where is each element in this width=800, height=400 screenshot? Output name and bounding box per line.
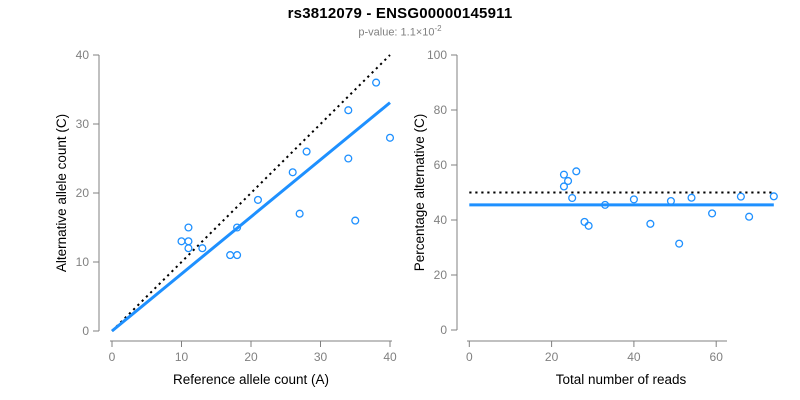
data-point bbox=[629, 195, 638, 204]
data-point bbox=[745, 212, 754, 221]
data-point bbox=[295, 209, 304, 218]
y-tick-label: 100 bbox=[427, 48, 447, 62]
data-point bbox=[351, 216, 360, 225]
right-scatter-plot: 0 20 40 60 0 20 40 60 80 100 Total number of reads… bbox=[412, 48, 778, 387]
y-tick-label: 30 bbox=[76, 117, 90, 131]
data-point bbox=[198, 244, 207, 253]
data-point bbox=[559, 170, 568, 179]
data-point bbox=[584, 221, 593, 230]
data-point bbox=[372, 78, 381, 87]
y-axis-label: Percentage alternative (C) bbox=[412, 114, 427, 272]
y-tick-label: 10 bbox=[76, 255, 90, 269]
x-tick-label: 0 bbox=[466, 350, 473, 364]
x-tick-label: 40 bbox=[383, 350, 397, 364]
data-point bbox=[572, 167, 581, 176]
data-point bbox=[184, 237, 193, 246]
data-point bbox=[601, 200, 610, 209]
x-tick-label: 30 bbox=[314, 350, 328, 364]
data-point bbox=[344, 154, 353, 163]
data-point bbox=[675, 239, 684, 248]
y-tick-label: 0 bbox=[82, 324, 89, 338]
y-axis-label: Alternative allele count (C) bbox=[54, 114, 69, 272]
chart-title: rs3812079 - ENSG00000145911 bbox=[287, 5, 513, 22]
y-tick-label: 40 bbox=[434, 213, 448, 227]
y-tick-label: 60 bbox=[434, 158, 448, 172]
data-point bbox=[233, 223, 242, 232]
y-tick-label: 80 bbox=[434, 103, 448, 117]
data-point bbox=[226, 251, 235, 260]
left-scatter-plot: 0 10 20 30 40 0 10 20 30 40 Reference allele count… bbox=[54, 48, 397, 387]
x-tick-label: 20 bbox=[244, 350, 258, 364]
data-point bbox=[177, 237, 186, 246]
data-point bbox=[302, 147, 311, 156]
x-tick-label: 60 bbox=[710, 350, 724, 364]
data-point bbox=[233, 251, 242, 260]
data-point bbox=[769, 192, 778, 201]
data-point bbox=[344, 106, 353, 115]
data-point bbox=[253, 195, 263, 204]
data-point bbox=[568, 193, 577, 203]
data-point bbox=[288, 168, 297, 177]
pvalue-text: p-value: 1.1×10 bbox=[358, 26, 435, 39]
y-tick-label: 20 bbox=[434, 268, 448, 282]
x-tick-label: 20 bbox=[545, 350, 559, 364]
fit-line bbox=[111, 101, 391, 333]
y-tick-label: 20 bbox=[76, 186, 90, 200]
data-point bbox=[184, 244, 193, 253]
x-axis-label: Reference allele count (A) bbox=[173, 372, 329, 387]
data-point bbox=[559, 182, 568, 191]
y-tick-label: 0 bbox=[440, 323, 447, 337]
data-point bbox=[687, 193, 696, 202]
chart-subtitle: p-value: 1.1×10-2 bbox=[0, 24, 800, 39]
data-point bbox=[564, 176, 573, 186]
data-point bbox=[736, 192, 745, 201]
data-point bbox=[646, 219, 655, 228]
identity-line bbox=[111, 54, 391, 332]
x-tick-label: 40 bbox=[627, 350, 641, 364]
data-point bbox=[708, 209, 717, 218]
data-point bbox=[580, 217, 589, 226]
x-tick-label: 0 bbox=[109, 350, 116, 364]
data-point bbox=[184, 223, 193, 232]
data-point bbox=[385, 133, 395, 142]
y-tick-label: 40 bbox=[76, 48, 90, 62]
x-tick-label: 10 bbox=[175, 350, 189, 364]
pvalue-exponent: -2 bbox=[434, 24, 442, 33]
x-axis-label: Total number of reads bbox=[556, 372, 687, 387]
data-point bbox=[666, 196, 675, 206]
